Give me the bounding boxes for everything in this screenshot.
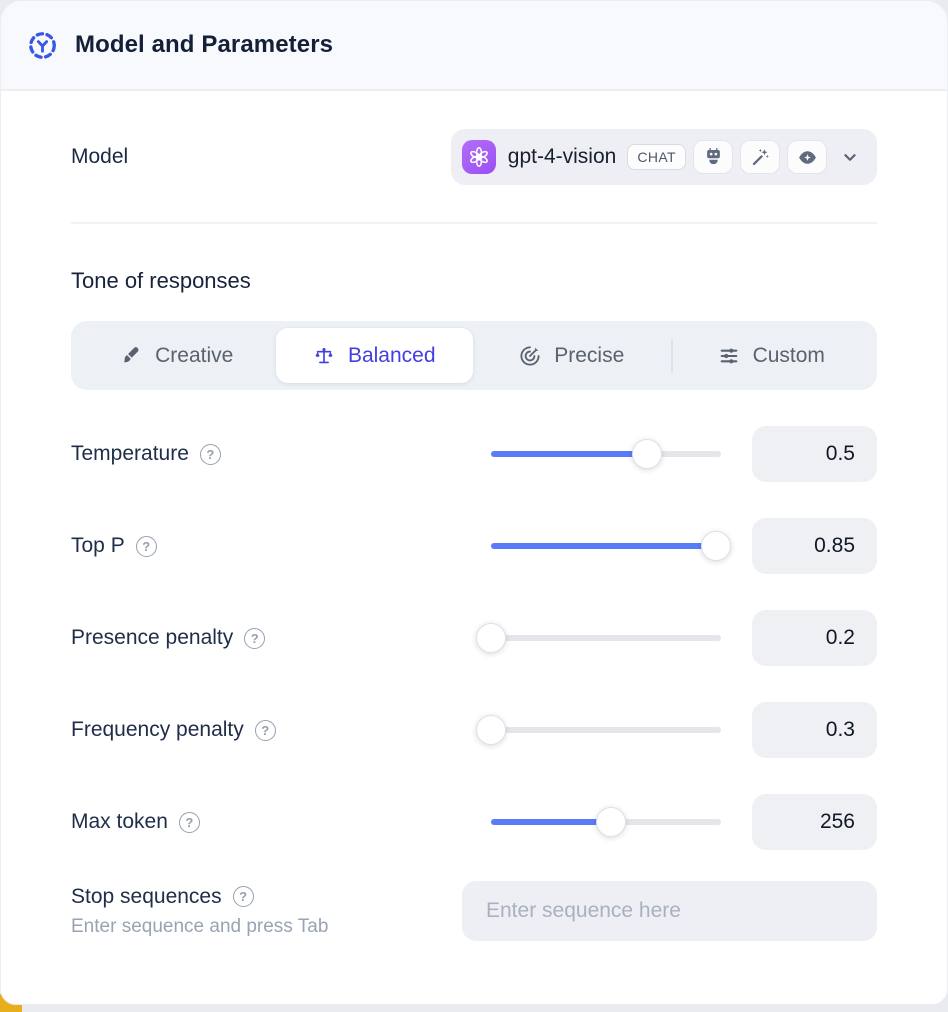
top-p-label: Top P [71, 534, 125, 557]
frequency-penalty-row: Frequency penalty ? 0.3 [71, 702, 877, 758]
tone-option-label: Custom [752, 343, 825, 367]
slider-thumb[interactable] [595, 807, 626, 837]
tone-option-precise[interactable]: Precise [473, 328, 671, 383]
help-icon[interactable]: ? [232, 886, 254, 907]
frequency-penalty-slider[interactable] [476, 715, 721, 745]
help-icon[interactable]: ? [135, 535, 157, 557]
temperature-slider[interactable] [491, 439, 721, 469]
model-label: Model [71, 145, 129, 168]
vision-capability-pill [787, 140, 827, 174]
slider-fill [491, 451, 648, 457]
stop-sequences-hint: Enter sequence and press Tab [71, 915, 329, 937]
tone-option-label: Balanced [347, 343, 436, 367]
presence-penalty-row: Presence penalty ? 0.2 [71, 610, 877, 666]
robot-capability-pill [693, 140, 733, 174]
slider-thumb[interactable] [701, 531, 732, 561]
brush-icon [120, 345, 142, 367]
stop-sequence-input[interactable] [462, 881, 877, 941]
selected-model-name: gpt-4-vision [507, 145, 617, 168]
frequency-penalty-value-field[interactable]: 0.3 [752, 702, 877, 758]
presence-penalty-value-field[interactable]: 0.2 [752, 610, 877, 666]
temperature-row: Temperature ? 0.5 [71, 426, 877, 482]
slider-track [491, 727, 721, 733]
model-type-badge: CHAT [627, 144, 686, 170]
top-p-value-field[interactable]: 0.85 [752, 518, 877, 574]
tone-segmented-control: Creative Balanced [71, 321, 877, 390]
segment-divider [670, 338, 673, 373]
max-token-row: Max token ? 256 [71, 794, 877, 850]
slider-fill [491, 543, 717, 549]
model-row: Model gpt-4-vision CHAT [71, 129, 877, 185]
section-divider [71, 222, 877, 224]
panel-header: Model and Parameters [1, 1, 947, 91]
chevron-down-icon [839, 146, 861, 168]
max-token-label: Max token [71, 810, 168, 833]
max-token-slider[interactable] [491, 807, 721, 837]
top-p-row: Top P ? 0.85 [71, 518, 877, 574]
stop-sequences-row: Stop sequences ? Enter sequence and pres… [71, 881, 877, 941]
help-icon[interactable]: ? [244, 627, 266, 649]
wand-sparkles-icon [750, 147, 771, 168]
robot-icon [703, 147, 724, 168]
model-select-dropdown[interactable]: gpt-4-vision CHAT [450, 129, 877, 185]
max-token-value-field[interactable]: 256 [752, 794, 877, 850]
tone-heading: Tone of responses [71, 268, 251, 293]
stop-sequences-label: Stop sequences [71, 884, 222, 908]
slider-thumb[interactable] [632, 439, 663, 469]
tone-option-label: Creative [155, 343, 234, 367]
slider-thumb[interactable] [476, 715, 506, 745]
presence-penalty-label: Presence penalty [71, 626, 234, 649]
top-p-slider[interactable] [491, 531, 732, 561]
help-icon[interactable]: ? [178, 811, 200, 833]
tone-option-balanced[interactable]: Balanced [275, 328, 473, 383]
help-icon[interactable]: ? [199, 443, 221, 465]
dart-target-icon [519, 345, 541, 367]
presence-penalty-slider[interactable] [476, 623, 721, 653]
temperature-label: Temperature [71, 442, 189, 465]
tone-option-label: Precise [554, 343, 625, 367]
panel-title: Model and Parameters [75, 31, 334, 58]
openai-logo-icon [461, 140, 496, 174]
help-icon[interactable]: ? [254, 719, 276, 741]
sliders-icon [718, 345, 740, 367]
temperature-value-field[interactable]: 0.5 [752, 426, 877, 482]
tone-option-custom[interactable]: Custom [673, 328, 871, 383]
slider-thumb[interactable] [476, 623, 506, 653]
frequency-penalty-label: Frequency penalty [71, 718, 244, 741]
slider-track [491, 635, 721, 641]
balance-scale-icon [313, 345, 335, 367]
model-hub-icon [27, 30, 58, 61]
wand-capability-pill [740, 140, 780, 174]
eye-icon [797, 147, 818, 168]
tone-option-creative[interactable]: Creative [78, 328, 276, 383]
slider-fill [491, 819, 611, 825]
